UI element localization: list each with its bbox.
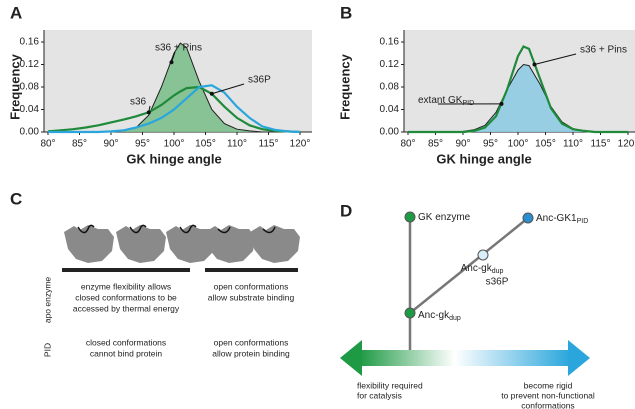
description: cannot bind protein: [90, 348, 163, 358]
node-label: GK enzyme: [418, 212, 471, 223]
area: [408, 64, 628, 132]
description: open conformations: [214, 281, 289, 291]
node-label: Anc-gkdup: [418, 310, 461, 322]
x-tick-label: 115°: [591, 139, 611, 150]
x-tick-label: 120°: [290, 139, 311, 150]
description: closed conformations: [86, 337, 166, 347]
x-tick-label: 120°: [618, 139, 635, 150]
x-tick-label: 100°: [164, 139, 185, 150]
node-label-main: Anc-gk: [461, 263, 493, 274]
x-tick-label: 85°: [428, 139, 443, 150]
annotation: s36P: [248, 75, 271, 86]
y-tick-label: 0.16: [20, 37, 40, 48]
arrow-label: conformations: [521, 400, 574, 409]
x-tick-label: 105°: [195, 139, 216, 150]
leader-dot: [499, 101, 504, 106]
y-axis-title: Frequency: [7, 53, 22, 120]
line: [47, 85, 301, 134]
panel-letter: B: [340, 3, 352, 22]
leader-line: [534, 53, 577, 65]
panel-c-art: [62, 225, 300, 272]
node-label: Anc-gkdup: [461, 263, 504, 275]
panel-letter: C: [10, 189, 22, 208]
x-tick-label: 95°: [483, 139, 498, 150]
y-tick-label: 0.00: [20, 127, 40, 138]
arrow-label: flexibility required: [357, 380, 423, 390]
x-axis-title: GK hinge angle: [126, 151, 221, 166]
panel-letter: D: [340, 201, 352, 220]
arrow-label: become rigid: [524, 380, 573, 390]
y-tick-label: 0.16: [380, 37, 400, 48]
y-tick-label: 0.04: [20, 104, 40, 115]
x-tick-label: 85°: [72, 139, 87, 150]
description: open conformations: [214, 337, 289, 347]
row-label: apo enzyme: [42, 277, 52, 324]
annotation-sub: PID: [462, 100, 474, 107]
x-tick-label: 110°: [563, 139, 583, 150]
node-label-sub: PID: [577, 218, 589, 225]
description: allow protein binding: [212, 348, 290, 358]
description: allow substrate binding: [208, 292, 295, 302]
arrow-label: for catalysis: [357, 390, 402, 400]
y-tick-label: 0.08: [20, 82, 40, 93]
x-tick-label: 80°: [400, 139, 415, 150]
node-note: s36P: [486, 277, 509, 288]
node-label-main: GK enzyme: [418, 212, 471, 223]
y-axis-title: Frequency: [337, 53, 352, 120]
leader-dot: [169, 60, 174, 65]
y-tick-label: 0.12: [20, 59, 40, 70]
annotation: extant GKPID: [418, 95, 474, 107]
row-label: PID: [42, 343, 52, 357]
node-label: Anc-GK1PID: [536, 213, 588, 225]
x-tick-label: 100°: [508, 139, 529, 150]
x-tick-label: 110°: [227, 139, 247, 150]
y-tick-label: 0.12: [380, 59, 400, 70]
area: [48, 43, 300, 132]
x-tick-label: 80°: [40, 139, 55, 150]
x-tick-label: 95°: [135, 139, 150, 150]
y-tick-label: 0.08: [380, 82, 400, 93]
description: enzyme flexibility allows: [81, 281, 171, 291]
description: closed conformations to be: [75, 292, 177, 302]
panel-c-loops: [77, 224, 276, 234]
node-label-main: Anc-GK1: [536, 213, 577, 224]
annotation: s36 + Pins: [155, 43, 202, 54]
leader-dot: [532, 62, 537, 67]
x-tick-label: 115°: [259, 139, 279, 150]
node-label-sub: dup: [449, 315, 461, 322]
node-label-main: Anc-gk: [418, 310, 450, 321]
annotation-main: extant GK: [418, 95, 463, 106]
node-label-sub: dup: [492, 268, 504, 275]
y-tick-label: 0.00: [380, 127, 400, 138]
leader-dot: [209, 91, 214, 96]
x-axis-title: GK hinge angle: [436, 151, 531, 166]
x-tick-label: 105°: [535, 139, 556, 150]
line: [48, 84, 301, 134]
x-tick-label: 90°: [103, 139, 118, 150]
leader-dot: [146, 110, 151, 115]
annotation: s36: [130, 97, 147, 108]
line: [408, 45, 628, 134]
x-tick-label: 90°: [455, 139, 470, 150]
panel-letter: A: [10, 3, 22, 22]
panel-d-art: [340, 211, 590, 376]
arrow-label: to prevent non-functional: [501, 390, 595, 400]
leader-line: [211, 83, 245, 95]
y-tick-label: 0.04: [380, 104, 400, 115]
description: accessed by thermal energy: [73, 303, 180, 313]
annotation: s36 + Pins: [580, 45, 627, 56]
